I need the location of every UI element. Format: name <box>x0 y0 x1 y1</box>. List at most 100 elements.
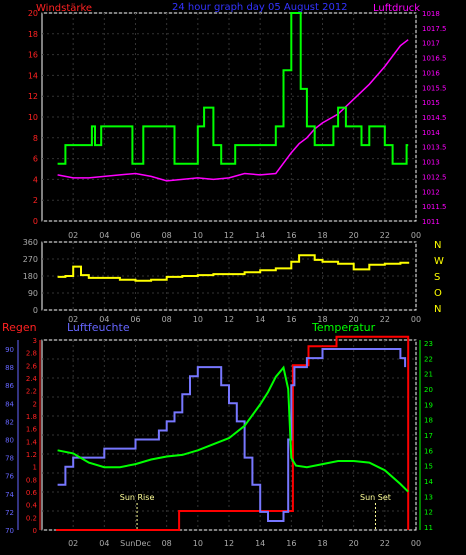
rain-tick-label: 1 <box>33 464 37 472</box>
x-tick-label: 22 <box>380 231 390 240</box>
pressure-line <box>57 39 409 182</box>
temperature-axis-title: Temperatur <box>311 321 376 334</box>
x-tick-label: 12 <box>224 315 234 324</box>
direction-tick-label: 0 <box>33 306 38 315</box>
rain-tick-label: 1.8 <box>26 413 37 421</box>
humidity-axis-ticks: 70 72 74 76 78 80 82 84 86 88 90 <box>5 346 14 535</box>
x-tick-label: 16 <box>286 315 296 324</box>
humidity-tick-label: 78 <box>5 455 14 463</box>
x-tick-label: 00 <box>411 539 421 548</box>
sun-marker-label: Sun Rise <box>120 493 155 502</box>
rain-tick-label: 1.6 <box>26 426 38 434</box>
temperature-axis-ticks: 11 12 13 14 15 16 17 18 19 20 21 22 23 <box>424 340 433 532</box>
x-tick-label: 00 <box>411 231 421 240</box>
pressure-tick-label: 1016.5 <box>422 55 447 63</box>
pressure-tick-label: 1011.5 <box>422 203 447 211</box>
x-tick-label: 06 <box>130 315 140 324</box>
wind-tick-label: 18 <box>28 30 38 39</box>
x-tick-label: 02 <box>68 539 78 548</box>
wind-tick-label: 4 <box>33 175 38 184</box>
humidity-axis-title: Luftfeuchte <box>67 321 130 334</box>
temperature-tick-label: 21 <box>424 371 433 379</box>
rain-axis-title: Regen <box>2 321 37 334</box>
wind-tick-label: 20 <box>28 9 38 18</box>
compass-label: W <box>434 256 444 267</box>
panel1-grid <box>42 12 417 222</box>
pressure-tick-label: 1014.5 <box>422 114 447 122</box>
pressure-tick-label: 1011 <box>422 218 440 226</box>
x-tick-label: 12 <box>224 231 234 240</box>
x-tick-label: 08 <box>162 539 172 548</box>
wind-axis-title: Windstärke <box>36 3 92 14</box>
x-tick-label: 10 <box>193 315 203 324</box>
humidity-tick-label: 82 <box>5 418 14 426</box>
pressure-axis-title: Luftdruck <box>373 3 420 14</box>
rain-tick-label: 2.4 <box>26 375 38 383</box>
compass-label: S <box>434 272 440 283</box>
x-tick-label: 06 <box>130 231 140 240</box>
x-tick-label: 14 <box>255 315 265 324</box>
pressure-tick-label: 1012 <box>422 188 440 196</box>
compass-label: N <box>434 304 441 315</box>
pressure-tick-label: 1015 <box>422 99 440 107</box>
humidity-line <box>57 348 407 522</box>
direction-tick-label: 90 <box>28 289 38 298</box>
humidity-tick-label: 88 <box>5 364 14 372</box>
x-tick-label: 12 <box>224 539 234 548</box>
x-tick-label: 08 <box>162 315 172 324</box>
wind-line <box>57 12 409 165</box>
pressure-tick-label: 1017 <box>422 40 440 48</box>
chart-title: 24 hour graph day 05 August 2012 <box>172 2 348 13</box>
panel2-grid <box>42 241 417 311</box>
humidity-tick-label: 86 <box>5 382 14 390</box>
x-tick-label: 04 <box>99 315 109 324</box>
rain-tick-label: 0.8 <box>26 476 37 484</box>
x-tick-label: 18 <box>317 315 327 324</box>
x-tick-label: 00 <box>411 315 421 324</box>
pressure-tick-label: 1013 <box>422 159 440 167</box>
x-tick-label: 14 <box>255 539 265 548</box>
x-tick-label: 18 <box>317 539 327 548</box>
panel3-x-ticks: 02 04 SunDec 08 10 12 14 16 18 20 22 00 <box>68 539 421 548</box>
humidity-tick-label: 90 <box>5 346 14 354</box>
x-tick-label: 08 <box>162 231 172 240</box>
pressure-axis-ticks: 1011 1011.5 1012 1012.5 1013 1013.5 1014 1014.5… <box>422 10 447 226</box>
wind-tick-label: 0 <box>33 217 38 226</box>
wind-tick-label: 2 <box>33 196 38 205</box>
wind-axis-ticks: 0 2 4 6 8 10 12 14 16 18 20 <box>28 9 38 226</box>
wind-pressure-panel: Windstärke 24 hour graph day 05 August 2… <box>28 2 447 240</box>
temperature-tick-label: 22 <box>424 355 433 363</box>
temperature-tick-label: 11 <box>424 524 433 532</box>
x-tick-label: 10 <box>193 539 203 548</box>
rain-tick-label: 0.6 <box>26 489 38 497</box>
x-tick-label: 04 <box>99 231 109 240</box>
x-tick-label: 22 <box>380 315 390 324</box>
x-tick-label: 02 <box>68 231 78 240</box>
temperature-tick-label: 12 <box>424 509 433 517</box>
direction-tick-label: 270 <box>23 255 38 264</box>
rain-tick-label: 2.8 <box>26 350 37 358</box>
pressure-tick-label: 1013.5 <box>422 144 447 152</box>
rain-tick-label: 3 <box>33 337 37 345</box>
humidity-tick-label: 74 <box>5 491 14 499</box>
rain-tick-label: 0 <box>33 527 37 535</box>
temperature-tick-label: 17 <box>424 432 433 440</box>
x-tick-label: 20 <box>349 539 359 548</box>
rain-tick-label: 2.2 <box>26 388 37 396</box>
rain-line <box>56 335 410 531</box>
x-tick-label: 18 <box>317 231 327 240</box>
direction-tick-label: 180 <box>23 272 38 281</box>
humidity-tick-label: 76 <box>5 473 14 481</box>
x-tick-label: 16 <box>286 539 296 548</box>
x-tick-label: 16 <box>286 231 296 240</box>
compass-label: O <box>434 288 442 299</box>
panel2-x-ticks: 02 04 06 08 10 12 14 16 18 20 22 00 <box>68 315 421 324</box>
panel1-x-ticks: 02 04 06 08 10 12 14 16 18 20 22 00 <box>68 231 421 240</box>
humidity-tick-label: 72 <box>5 509 14 517</box>
direction-axis-ticks: 0 90 180 270 360 <box>23 238 38 315</box>
wind-tick-label: 6 <box>33 155 38 164</box>
rain-axis-ticks: 0 0.2 0.4 0.6 0.8 1 1.2 1.4 1.6 1.8 2 2.2 2.4 2.6 2.8 3 <box>26 337 38 535</box>
x-tick-label: 22 <box>380 539 390 548</box>
pressure-tick-label: 1017.5 <box>422 25 447 33</box>
